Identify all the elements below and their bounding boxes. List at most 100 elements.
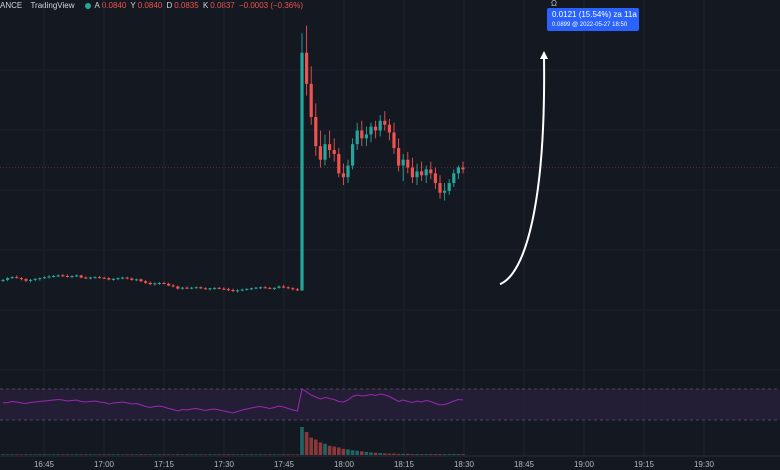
candle <box>433 167 437 189</box>
candle-body <box>438 183 442 193</box>
candle <box>355 122 359 150</box>
volume-bar <box>10 454 14 455</box>
candle <box>282 284 286 289</box>
candle <box>272 287 276 290</box>
volume-bar <box>212 454 217 455</box>
volume-bar <box>176 454 180 455</box>
measure-arrowhead <box>540 50 548 59</box>
candle <box>116 277 120 281</box>
candle <box>259 286 263 290</box>
candle <box>130 277 134 281</box>
volume-bar <box>419 454 424 455</box>
x-tick-label: 19:15 <box>634 460 655 469</box>
x-tick-label: 17:45 <box>274 460 295 469</box>
volume-bar <box>148 454 152 455</box>
candle-body <box>259 287 263 289</box>
volume-bar <box>387 453 392 455</box>
candle-body <box>176 286 180 289</box>
candle-body <box>369 126 373 135</box>
candle-body <box>38 278 42 280</box>
candle-body <box>144 281 148 283</box>
volume-bar <box>456 454 461 455</box>
volume-bar <box>166 454 171 455</box>
candle-body <box>125 277 129 279</box>
volume-bar <box>38 454 42 455</box>
candle-body <box>65 276 69 277</box>
candle <box>79 274 83 279</box>
time-axis: 16:45 17:00 17:15 17:30 17:45 18:00 18:15 18:30… <box>34 460 715 469</box>
candle-body <box>323 144 327 160</box>
candle <box>295 287 299 291</box>
candle <box>38 277 42 281</box>
candle-body <box>231 290 235 291</box>
volume-bar <box>153 454 157 455</box>
candle-body <box>148 282 152 285</box>
candle <box>56 274 60 278</box>
candle-body <box>213 287 217 289</box>
candle <box>397 138 401 172</box>
candle-body <box>374 126 378 131</box>
candle <box>364 126 368 147</box>
candle <box>461 161 465 174</box>
candle-body <box>42 277 46 279</box>
candle-body <box>351 144 355 166</box>
candle-body <box>461 167 465 170</box>
volume-bar <box>107 454 111 455</box>
measure-marker-icon: Ω <box>551 0 557 8</box>
volume-bar <box>111 454 116 455</box>
candle <box>378 115 382 137</box>
volume-bar <box>318 442 323 455</box>
candle <box>148 281 152 286</box>
candle <box>443 183 447 201</box>
volume-bar <box>429 454 433 455</box>
candle-body <box>452 173 456 184</box>
candle <box>65 274 69 278</box>
candle-body <box>397 148 401 166</box>
candle <box>383 111 387 131</box>
candle-body <box>443 190 447 193</box>
candle <box>226 287 230 291</box>
candle-body <box>318 146 322 160</box>
candle-body <box>111 278 115 280</box>
candle-body <box>291 288 295 290</box>
volume-bar <box>222 454 226 455</box>
volume-bar <box>65 454 70 455</box>
volume-bar <box>268 454 272 455</box>
volume-bar <box>332 446 336 455</box>
candle-body <box>378 120 382 131</box>
candle <box>1 279 5 283</box>
candle <box>162 281 166 285</box>
volume-bar <box>19 454 24 455</box>
candle-body <box>387 124 391 133</box>
measure-tooltip-line2: 0.0899 @ 2022-05-27 18:50 <box>552 22 628 28</box>
candle-body <box>208 288 212 290</box>
symbol-label[interactable]: ANCE <box>0 1 23 10</box>
candle-body <box>429 169 433 174</box>
volume-bar <box>364 451 369 455</box>
candle <box>245 288 249 291</box>
volume-bar <box>392 453 396 455</box>
change-value: −0.0003 (−0.36%) <box>238 1 304 10</box>
candle <box>19 277 23 281</box>
open-label: A <box>94 1 100 10</box>
candle <box>75 274 79 278</box>
candle-body <box>116 278 120 280</box>
volume-bar <box>61 454 65 455</box>
candle <box>263 286 267 289</box>
x-tick-label: 19:30 <box>694 460 715 469</box>
volume-bar <box>327 445 332 455</box>
volume-bar <box>5 454 10 455</box>
candle <box>236 289 240 293</box>
candle <box>291 287 295 291</box>
candle <box>410 157 414 184</box>
volume-bar <box>249 454 254 455</box>
volume-bar <box>180 454 185 455</box>
candle <box>332 138 336 162</box>
candle <box>415 163 419 185</box>
brand-label: TradingView <box>30 1 75 10</box>
rsi-line <box>2 388 464 414</box>
candle-body <box>70 276 74 277</box>
candle <box>374 120 378 139</box>
volume-bar <box>217 454 221 455</box>
